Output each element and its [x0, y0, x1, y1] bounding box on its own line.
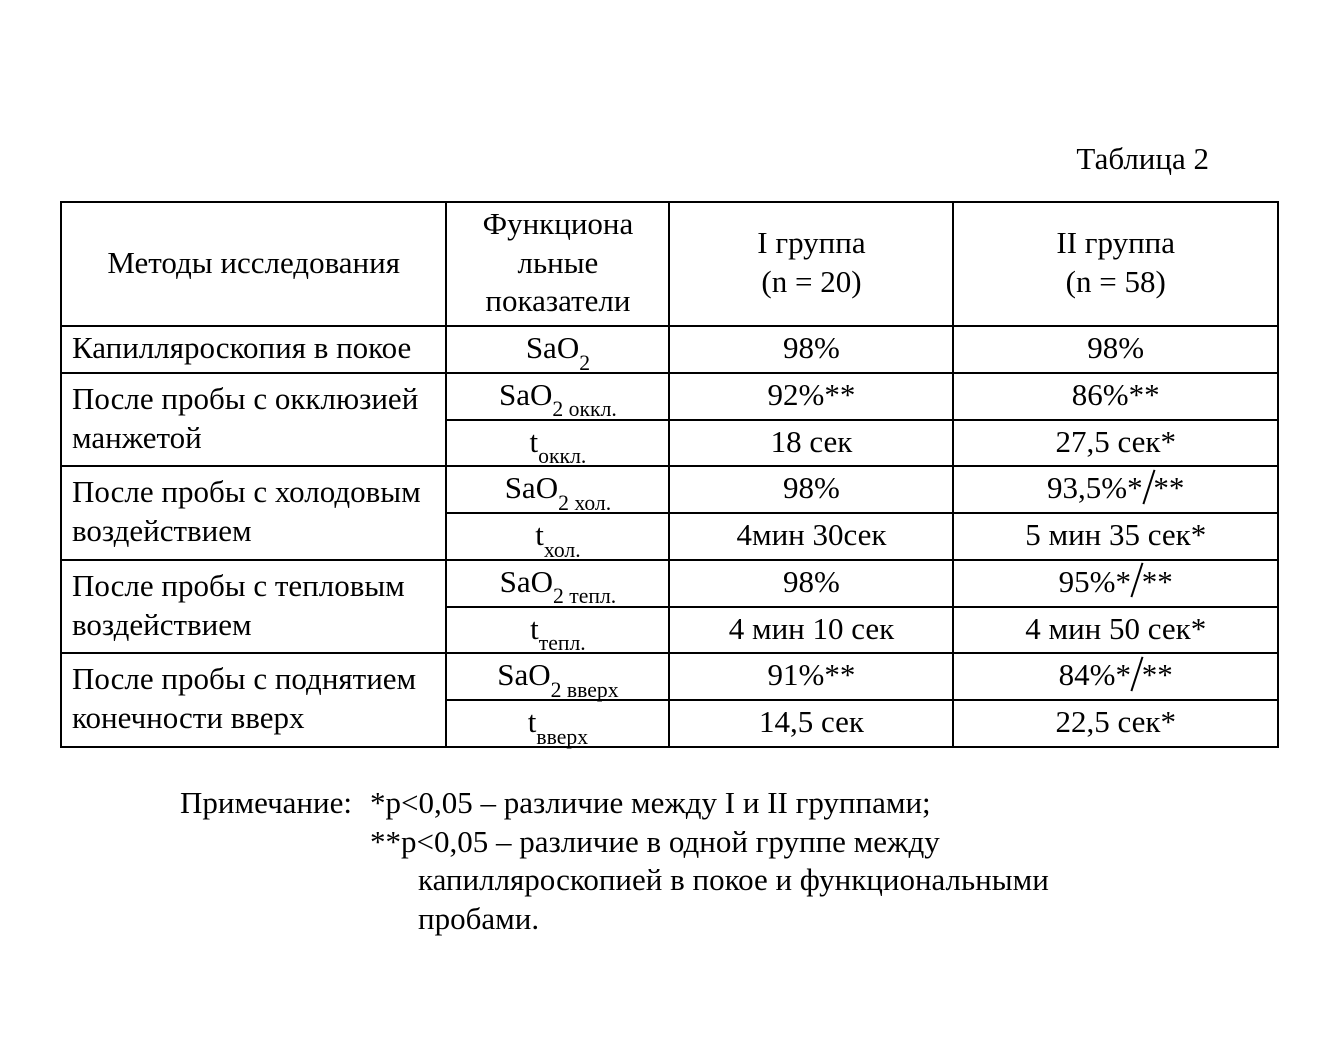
footnote: Примечание: *p<0,05 – различие между I и… [60, 784, 1279, 939]
slash-separator-icon [1131, 657, 1142, 688]
group-2-value-post: ** [1142, 657, 1173, 692]
group-2-value: 27,5 сек* [953, 420, 1278, 467]
group-2-value: 98% [953, 326, 1278, 373]
header-group-1-l2: (n = 20) [761, 264, 861, 299]
method-label: После пробы с окклюзией манжетой [72, 380, 435, 458]
indicator-base: SaO [526, 330, 579, 365]
footnote-line-2: **p<0,05 – различие в одной группе между [370, 823, 1049, 862]
group-1-value: 91%** [669, 653, 953, 700]
method-label: Капилляроскопия в покое [72, 329, 435, 368]
header-indicators-l3: показатели [485, 283, 630, 318]
indicator-base: SaO [497, 657, 550, 692]
method-label: После пробы с поднятием конечности вверх [72, 660, 435, 738]
header-group-2-l1: II группа [1056, 225, 1175, 260]
indicator-base: SaO [505, 470, 558, 505]
slash-separator-icon [1143, 470, 1154, 501]
indicator-subscript: вверх [536, 725, 588, 749]
table-body: Капилляроскопия в покоеSaO298%98%После п… [61, 326, 1278, 747]
header-indicators: Функциона льные показатели [446, 202, 669, 326]
footnote-line-3: капилляроскопией в покое и функциональны… [370, 861, 1049, 900]
indicator-cell: SaO2 вверх [446, 653, 669, 700]
group-2-value: 95%* ** [953, 560, 1278, 607]
group-1-value: 92%** [669, 373, 953, 420]
footnote-line-4: пробами. [370, 900, 1049, 939]
group-2-value-pre: 93,5%* [1047, 470, 1143, 505]
indicator-base: t [530, 424, 539, 459]
method-cell: После пробы с холодовым воздействием [61, 466, 446, 560]
indicator-cell: tхол. [446, 513, 669, 560]
group-2-value: 22,5 сек* [953, 700, 1278, 747]
indicator-subscript: 2 тепл. [553, 584, 616, 608]
header-methods: Методы исследования [61, 202, 446, 326]
indicator-subscript: хол. [544, 538, 581, 562]
indicator-subscript: тепл. [539, 631, 586, 655]
table-row: После пробы с поднятием конечности вверх… [61, 653, 1278, 700]
page: Таблица 2 Методы исследования Функциона … [0, 0, 1339, 1040]
indicator-cell: tоккл. [446, 420, 669, 467]
footnote-label: Примечание: [180, 784, 370, 939]
method-label: После пробы с тепловым воздействием [72, 567, 435, 645]
footnote-line-1: *p<0,05 – различие между I и II группами… [370, 784, 1049, 823]
indicator-subscript: 2 [579, 351, 590, 375]
method-cell: Капилляроскопия в покое [61, 326, 446, 373]
method-cell: После пробы с поднятием конечности вверх [61, 653, 446, 747]
group-1-value: 18 сек [669, 420, 953, 467]
group-2-value-post: ** [1153, 470, 1184, 505]
group-1-value: 98% [669, 326, 953, 373]
header-group-2: II группа (n = 58) [953, 202, 1278, 326]
indicator-subscript: 2 вверх [551, 678, 619, 702]
indicator-cell: SaO2 хол. [446, 466, 669, 513]
group-1-value: 98% [669, 560, 953, 607]
group-2-value: 93,5%* ** [953, 466, 1278, 513]
header-group-1: I группа (n = 20) [669, 202, 953, 326]
method-label: После пробы с холодовым воздействием [72, 473, 435, 551]
indicator-subscript: 2 оккл. [552, 397, 616, 421]
indicator-cell: tвверх [446, 700, 669, 747]
table-row: После пробы с холодовым воздействиемSaO2… [61, 466, 1278, 513]
group-2-value: 84%* ** [953, 653, 1278, 700]
header-indicators-l2: льные [518, 245, 599, 280]
indicator-base: t [530, 611, 539, 646]
table-row: Капилляроскопия в покоеSaO298%98% [61, 326, 1278, 373]
group-2-value-post: ** [1142, 564, 1173, 599]
group-2-value: 5 мин 35 сек* [953, 513, 1278, 560]
group-2-value: 86%** [953, 373, 1278, 420]
footnote-body: *p<0,05 – различие между I и II группами… [370, 784, 1049, 939]
indicator-base: t [535, 517, 544, 552]
group-1-value: 4мин 30сек [669, 513, 953, 560]
table-caption: Таблица 2 [60, 140, 1279, 179]
header-group-2-l2: (n = 58) [1066, 264, 1166, 299]
table-row: После пробы с тепловым воздействиемSaO2 … [61, 560, 1278, 607]
indicator-cell: tтепл. [446, 607, 669, 654]
indicator-base: SaO [499, 377, 552, 412]
method-cell: После пробы с окклюзией манжетой [61, 373, 446, 467]
group-2-value-pre: 95%* [1059, 564, 1131, 599]
indicator-base: SaO [500, 564, 553, 599]
indicator-subscript: 2 хол. [558, 491, 611, 515]
indicator-subscript: оккл. [538, 444, 586, 468]
method-cell: После пробы с тепловым воздействием [61, 560, 446, 654]
group-2-value: 4 мин 50 сек* [953, 607, 1278, 654]
data-table: Методы исследования Функциона льные пока… [60, 201, 1279, 748]
group-1-value: 14,5 сек [669, 700, 953, 747]
indicator-cell: SaO2 оккл. [446, 373, 669, 420]
group-2-value-pre: 84%* [1059, 657, 1131, 692]
group-1-value: 4 мин 10 сек [669, 607, 953, 654]
slash-separator-icon [1131, 564, 1142, 595]
table-row: После пробы с окклюзией манжетойSaO2 окк… [61, 373, 1278, 420]
header-group-1-l1: I группа [757, 225, 865, 260]
group-1-value: 98% [669, 466, 953, 513]
indicator-cell: SaO2 тепл. [446, 560, 669, 607]
indicator-cell: SaO2 [446, 326, 669, 373]
header-indicators-l1: Функциона [483, 206, 634, 241]
table-header: Методы исследования Функциона льные пока… [61, 202, 1278, 326]
